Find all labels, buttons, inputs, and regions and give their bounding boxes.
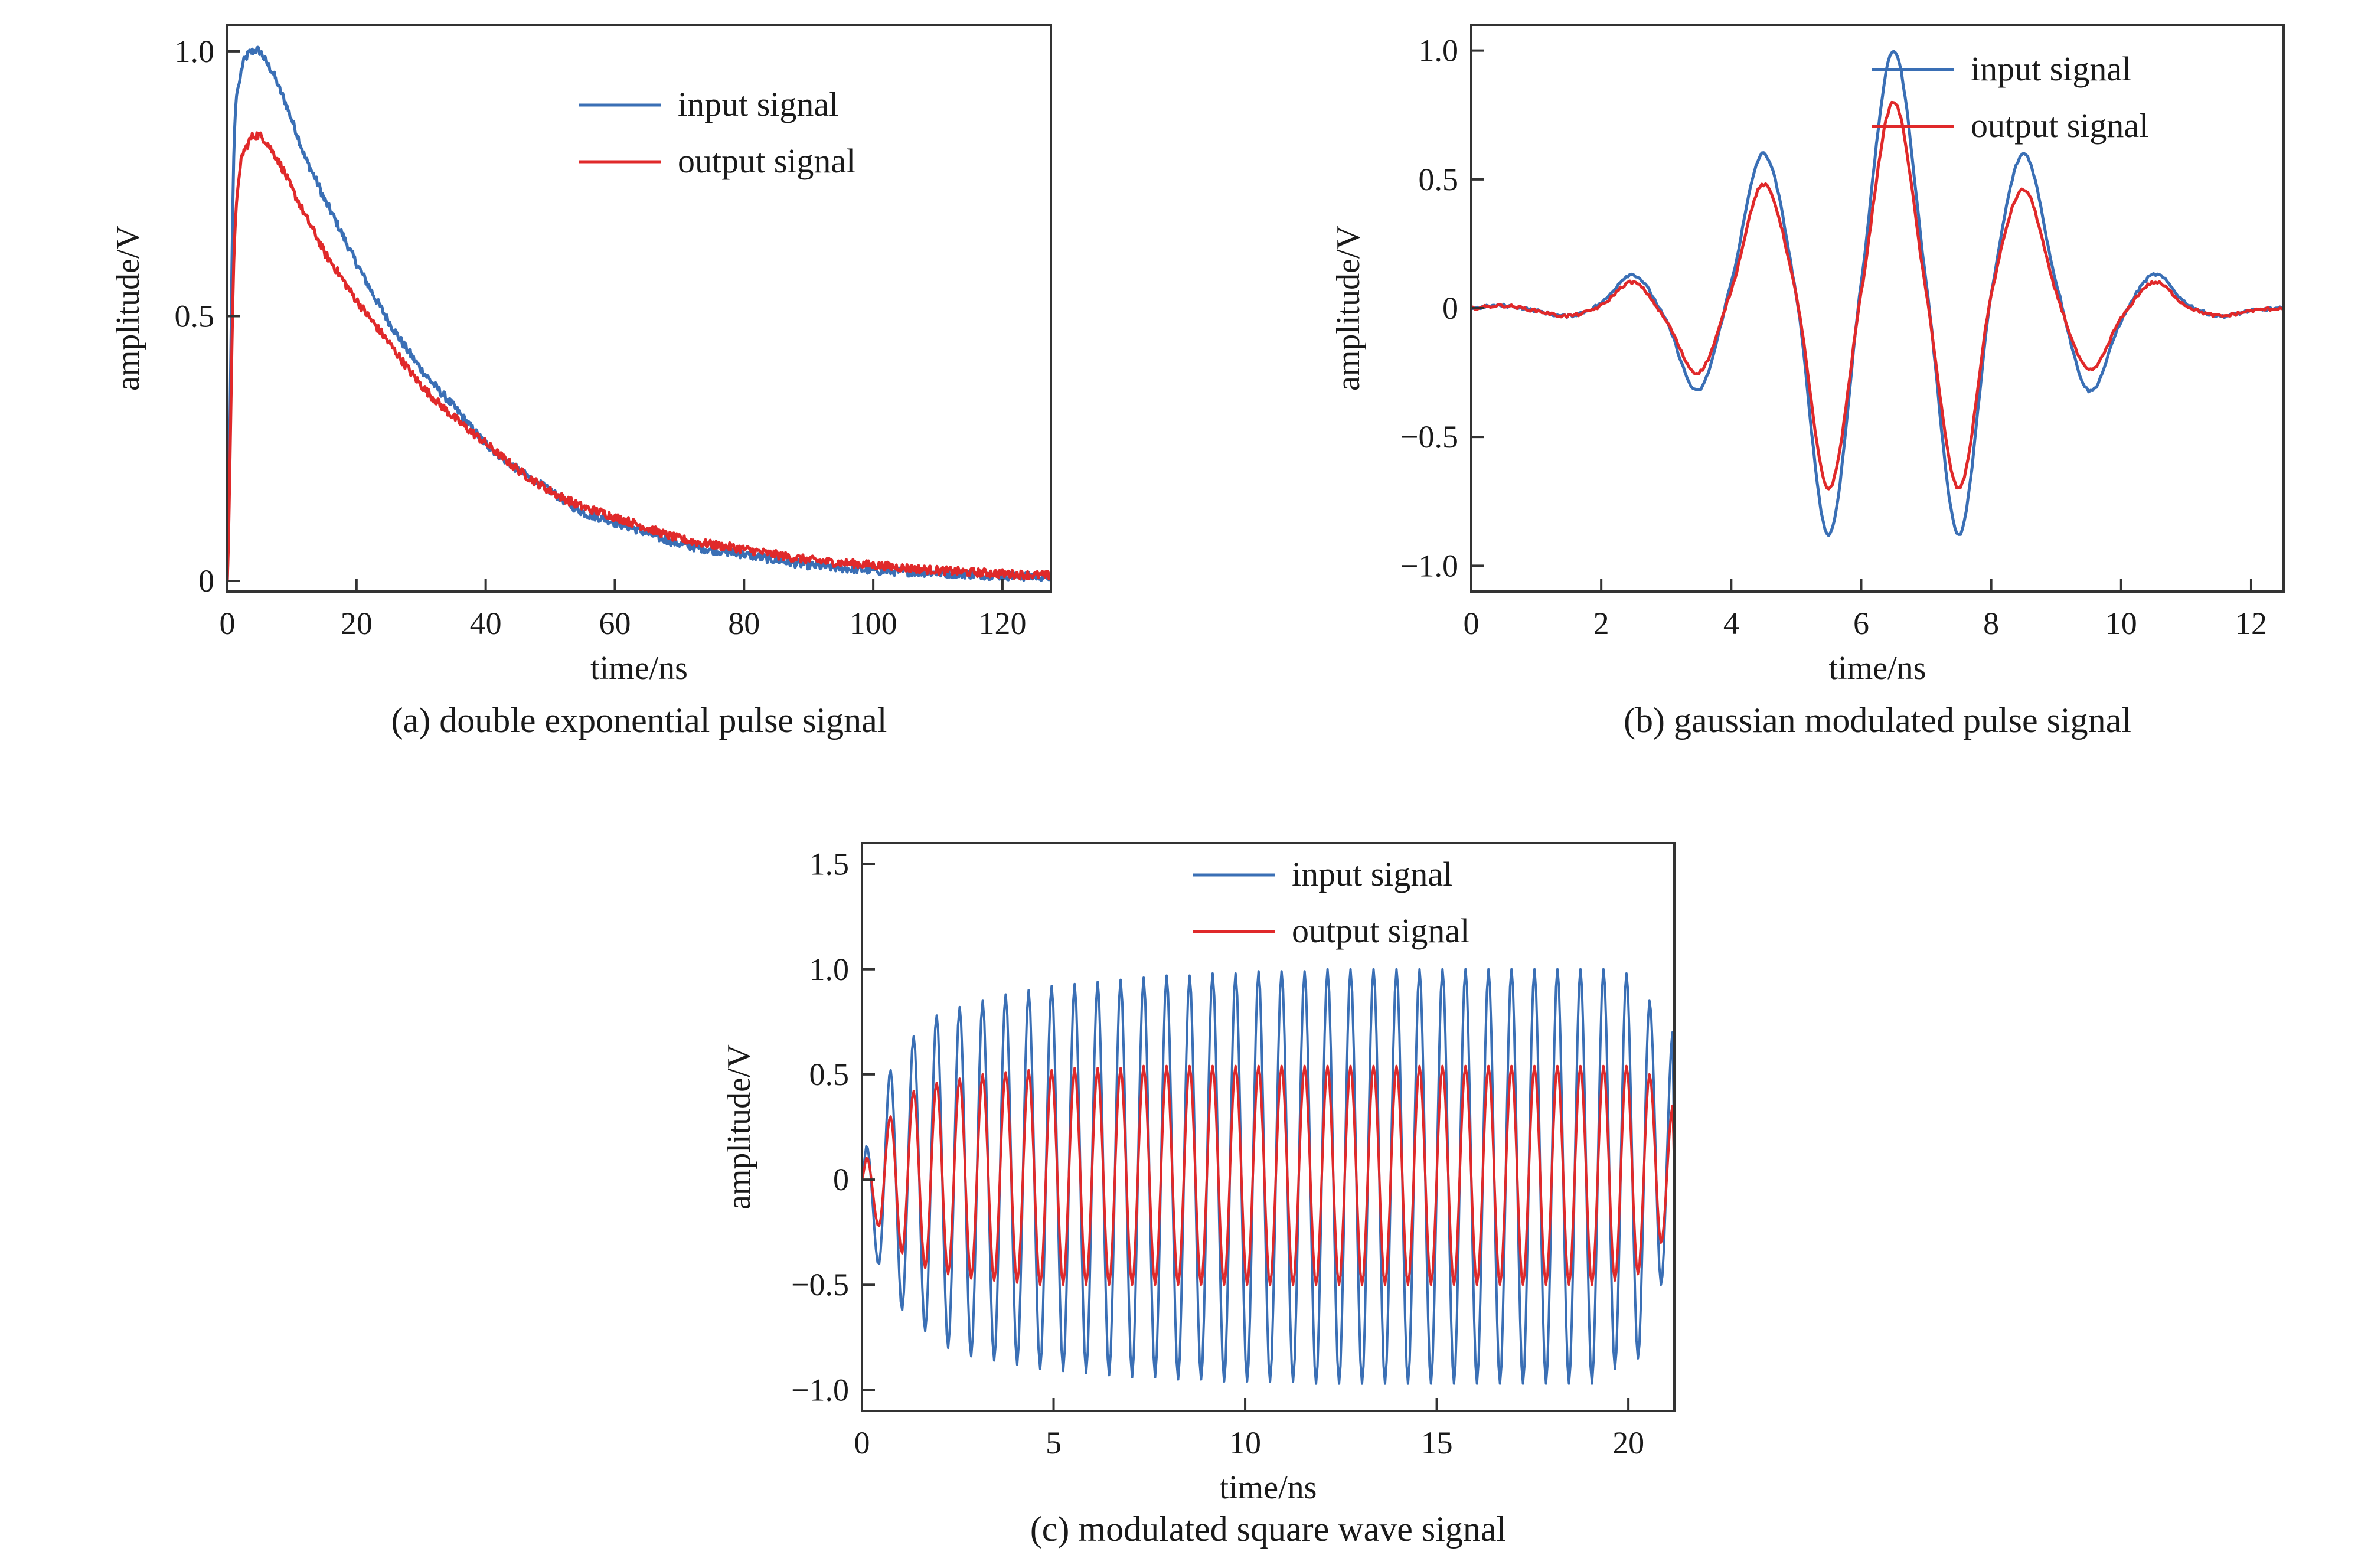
x-tick-label: 2 <box>1593 606 1609 641</box>
x-tick-label: 12 <box>2235 606 2267 641</box>
legend: input signal output signal <box>1193 855 1469 950</box>
x-tick-label: 10 <box>1229 1425 1261 1461</box>
panel-caption: (a) double exponential pulse signal <box>391 701 887 740</box>
chart-panel-c: 0 5 10 15 20 −1.0 −0.5 0 0.5 1.0 1.5 time/ns amplitu… <box>721 842 1676 1549</box>
y-tick-label: −1.0 <box>791 1372 849 1407</box>
y-tick-label: 0 <box>1442 290 1458 326</box>
x-tick-label: 40 <box>470 606 502 641</box>
plot-frame <box>226 24 1052 593</box>
x-tick-label: 0 <box>220 606 236 641</box>
y-tick-label: −0.5 <box>1400 419 1458 455</box>
x-tick-label: 120 <box>978 606 1026 641</box>
legend-label-input: input signal <box>1292 855 1452 893</box>
x-tick-label: 5 <box>1046 1425 1062 1461</box>
y-tick-label: 1.0 <box>175 34 215 69</box>
x-tick-label: 80 <box>728 606 760 641</box>
x-tick-label: 15 <box>1421 1425 1453 1461</box>
chart-panel-b: 0 2 4 6 8 10 12 −1.0 −0.5 0 0.5 1.0 time/ns amplitude… <box>1330 24 2285 740</box>
y-tick-label: 1.5 <box>809 847 850 882</box>
series-group <box>862 968 1674 1385</box>
x-tick-label: 60 <box>599 606 631 641</box>
panel-caption: (c) modulated square wave signal <box>1030 1510 1506 1549</box>
y-tick-label: 1.0 <box>1419 33 1459 68</box>
x-tick-label: 10 <box>2105 606 2137 641</box>
x-tick-label: 4 <box>1723 606 1739 641</box>
legend: input signal output signal <box>1872 50 2148 145</box>
series-group <box>1471 50 2284 537</box>
x-tick-label: 0 <box>1464 606 1480 641</box>
y-axis-label: amplitude/V <box>1330 226 1367 391</box>
legend: input signal output signal <box>579 85 855 180</box>
legend-label-output: output signal <box>1292 912 1469 950</box>
y-tick-label: 0.5 <box>1419 162 1459 197</box>
x-tick-label: 20 <box>1612 1425 1644 1461</box>
y-tick-label: 0.5 <box>175 298 215 334</box>
y-tick-label: 0 <box>833 1162 849 1197</box>
x-axis-label: time/ns <box>1220 1469 1317 1506</box>
series-line-output <box>862 1064 1674 1286</box>
series-group <box>227 45 1051 582</box>
series-line-output <box>1471 100 2284 491</box>
panel-caption: (b) gaussian modulated pulse signal <box>1624 701 2131 740</box>
y-axis-label: amplitude/V <box>721 1044 757 1210</box>
chart-panel-a: 0 20 40 60 80 100 120 0 0.5 1.0 time/ns amplitude/V… <box>110 24 1052 740</box>
legend-label-output: output signal <box>1971 106 2148 145</box>
series-line-input <box>227 45 1051 582</box>
x-tick-label: 20 <box>341 606 373 641</box>
y-tick-label: 0.5 <box>809 1057 850 1092</box>
x-tick-label: 6 <box>1853 606 1869 641</box>
legend-label-input: input signal <box>678 85 838 123</box>
legend-label-output: output signal <box>678 142 855 180</box>
y-tick-label: −1.0 <box>1400 548 1458 583</box>
x-tick-label: 0 <box>854 1425 870 1461</box>
x-axis-label: time/ns <box>1829 650 1926 687</box>
plot-frame <box>861 842 1676 1412</box>
y-axis-label: amplitude/V <box>110 226 146 391</box>
x-tick-label: 8 <box>1983 606 1999 641</box>
x-axis-label: time/ns <box>590 650 688 687</box>
series-line-input <box>1471 50 2284 537</box>
y-tick-label: 1.0 <box>809 952 850 987</box>
y-tick-label: −0.5 <box>791 1267 849 1302</box>
series-line-output <box>227 131 1051 582</box>
x-tick-label: 100 <box>850 606 897 641</box>
y-tick-label: 0 <box>198 563 214 599</box>
legend-label-input: input signal <box>1971 50 2131 88</box>
